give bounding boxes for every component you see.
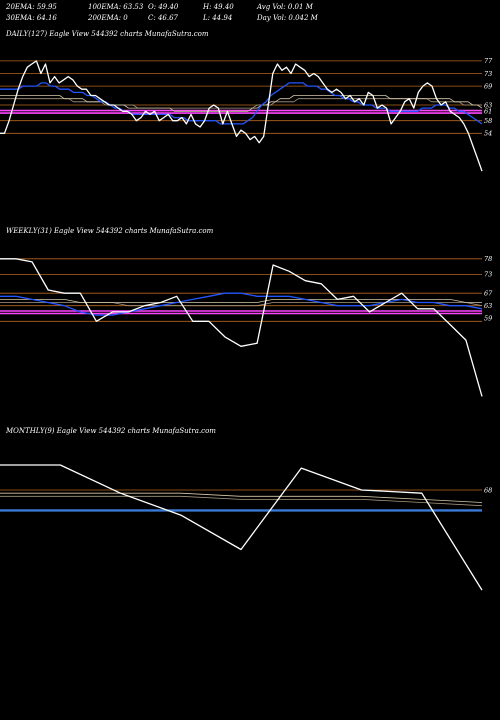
monthly-chart: 68 [0,464,492,591]
daily-y-tick-2: 69 [484,82,492,90]
monthly-y-tick-0: 68 [484,486,492,494]
avg-vol-stat: Avg Vol: 0.01 M [257,3,313,11]
weekly-panel-title: WEEKLY(31) Eagle View 544392 charts Muna… [6,227,214,235]
monthly-price-line [0,464,483,591]
ema200-stat: 200EMA: 0 [88,14,128,22]
daily-y-tick-3: 63 [484,101,492,109]
weekly-ema-slow-2-line [0,302,483,307]
ema100-stat: 100EMA: 63.53 [88,3,144,11]
daily-y-tick-4: 61 [484,108,492,116]
monthly-ema-slow-1-line [0,492,483,503]
weekly-y-tick-1: 73 [484,271,492,279]
monthly-panel-title: MONTHLY(9) Eagle View 544392 charts Muna… [6,427,216,435]
daily-price-line [0,60,483,172]
weekly-y-tick-0: 78 [484,255,492,263]
close-stat: C: 46.67 [148,14,178,22]
weekly-y-tick-4: 59 [484,315,492,323]
low-stat: L: 44.94 [203,14,233,22]
ema30-stat: 30EMA: 64.16 [6,14,57,22]
day-vol-stat: Day Vol: 0.042 M [257,14,318,22]
weekly-y-tick-3: 63 [484,302,492,310]
high-stat: H: 49.40 [203,3,234,11]
daily-ema-slow-1-line [0,95,483,112]
daily-panel-title: DAILY(127) Eagle View 544392 charts Muna… [6,30,209,38]
weekly-y-tick-2: 67 [484,290,493,298]
weekly-ema-fast-line [0,292,483,316]
weekly-chart: 78 73 67 63 59 [0,255,493,397]
daily-y-tick-1: 73 [484,70,492,78]
ema20-stat: 20EMA: 59.95 [6,3,57,11]
weekly-price-line [0,258,483,397]
daily-y-tick-0: 77 [484,57,493,65]
daily-y-tick-5: 58 [484,117,492,125]
daily-y-tick-6: 54 [484,130,492,138]
open-stat: O: 49.40 [148,3,179,11]
monthly-ema-slow-2-line [0,495,483,507]
daily-ema-fast-line [0,82,483,125]
